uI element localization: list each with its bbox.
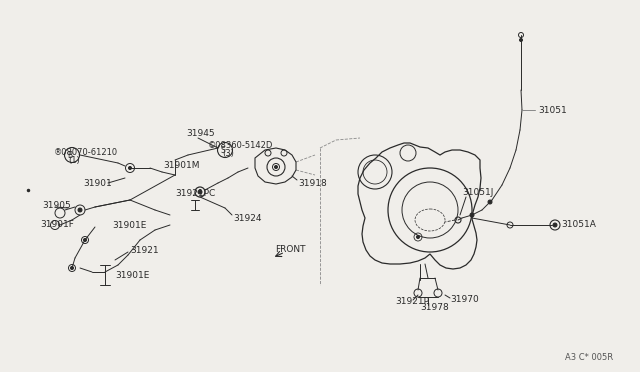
Text: ®08070-61210: ®08070-61210 (54, 148, 118, 157)
Text: 31905: 31905 (42, 201, 71, 209)
Text: 31901E: 31901E (112, 221, 147, 230)
Text: 31901: 31901 (83, 179, 112, 187)
Text: S: S (220, 145, 225, 154)
Circle shape (488, 200, 492, 204)
Text: 31921P: 31921P (395, 298, 429, 307)
Text: 31051A: 31051A (561, 219, 596, 228)
Circle shape (83, 238, 86, 241)
Circle shape (129, 167, 131, 170)
Circle shape (70, 266, 74, 269)
Circle shape (417, 235, 419, 238)
Text: 31901F: 31901F (40, 219, 74, 228)
Text: 31918: 31918 (298, 179, 327, 187)
Text: 31945: 31945 (186, 128, 214, 138)
Text: (1): (1) (68, 155, 80, 164)
Text: 31051J: 31051J (462, 187, 493, 196)
Text: A3 C* 005R: A3 C* 005R (565, 353, 613, 362)
Text: 31901E: 31901E (115, 270, 149, 279)
Circle shape (520, 38, 522, 42)
Circle shape (275, 166, 278, 169)
Text: (3): (3) (222, 148, 234, 157)
Text: 31978: 31978 (420, 304, 449, 312)
Text: 31970: 31970 (450, 295, 479, 305)
Circle shape (78, 208, 82, 212)
Circle shape (198, 190, 202, 194)
Text: FRONT: FRONT (275, 244, 305, 253)
Text: 31924: 31924 (233, 214, 262, 222)
Text: 31051: 31051 (538, 106, 567, 115)
Text: 31921: 31921 (130, 246, 159, 254)
Text: B: B (67, 151, 72, 160)
Text: 31921PC: 31921PC (175, 189, 215, 198)
Circle shape (470, 213, 474, 217)
Text: ©08360-5142D: ©08360-5142D (208, 141, 273, 150)
Text: 31901M: 31901M (163, 160, 200, 170)
Circle shape (553, 223, 557, 227)
